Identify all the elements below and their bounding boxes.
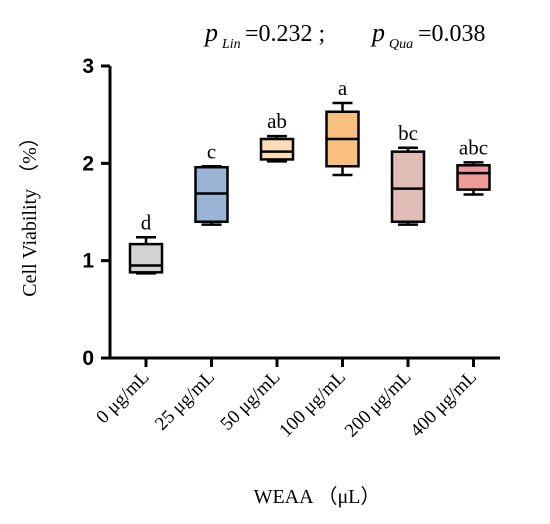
p-lin-subscript: Lin xyxy=(221,37,241,52)
p-lin-label: p xyxy=(203,18,218,47)
x-tick-label: 0 μg/mL xyxy=(92,367,153,428)
p-qua-value: =0.038 xyxy=(418,21,486,47)
significance-letter: c xyxy=(207,139,216,163)
box-group: d xyxy=(128,210,164,275)
x-tick-label: 25 μg/mL xyxy=(151,367,219,435)
x-axis-label: WEAA （μL） xyxy=(254,485,381,508)
y-axis-label: Cell Viability （%） xyxy=(18,127,41,297)
y-tick-label: 1 xyxy=(82,250,94,273)
p-lin-value: =0.232 ; xyxy=(245,21,325,47)
box-group: a xyxy=(325,76,360,177)
box-body xyxy=(259,137,295,161)
significance-letter: bc xyxy=(398,121,418,145)
significance-letter: d xyxy=(141,210,152,234)
x-tick-label: 100 μg/mL xyxy=(275,367,350,442)
y-tick-label: 3 xyxy=(82,55,94,78)
p-qua-subscript: Qua xyxy=(389,37,413,52)
significance-letter: ab xyxy=(267,109,287,133)
box-group: ab xyxy=(259,109,295,163)
box-body xyxy=(456,164,491,191)
significance-letter: a xyxy=(338,76,348,100)
axes xyxy=(108,66,500,360)
p-value-annotation: p Lin =0.232 ; p Qua =0.038 xyxy=(203,18,486,52)
box-body xyxy=(390,150,426,223)
y-tick-label: 0 xyxy=(82,347,94,370)
box-group: abc xyxy=(456,135,491,196)
y-ticks: 0 1 2 3 xyxy=(82,55,110,370)
box-body xyxy=(128,242,164,274)
x-tick-label: 50 μg/mL xyxy=(217,367,285,435)
box-group: c xyxy=(194,139,229,226)
x-tick-label: 200 μg/mL xyxy=(341,367,416,442)
y-tick-label: 2 xyxy=(82,152,94,175)
x-tick-label: 400 μg/mL xyxy=(406,367,481,442)
p-qua-label: p xyxy=(370,18,385,47)
significance-letter: abc xyxy=(459,135,488,159)
box-group: bc xyxy=(390,121,426,226)
